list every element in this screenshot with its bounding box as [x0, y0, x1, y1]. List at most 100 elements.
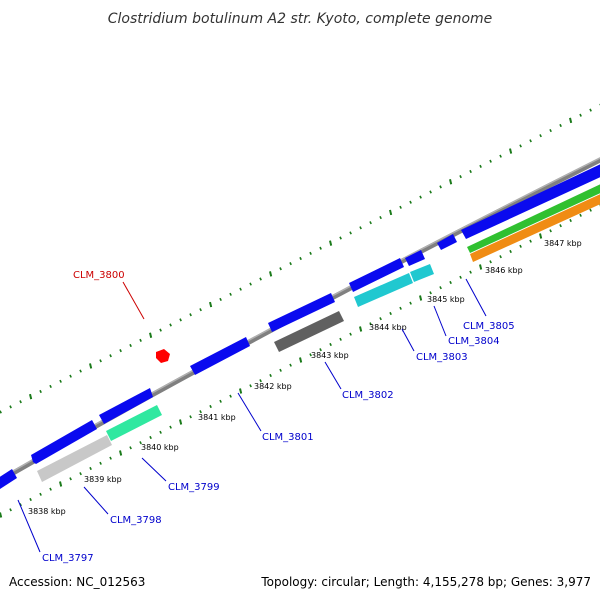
- scale-tick: [549, 229, 552, 233]
- forward-strand-genes: [0, 162, 600, 489]
- scale-tick: [0, 512, 3, 518]
- gene-label-clm-3800[interactable]: CLM_3800: [73, 270, 125, 281]
- scale-tick: [349, 332, 352, 336]
- scale-tick: [579, 213, 582, 217]
- gene-feature[interactable]: [37, 435, 112, 482]
- outer-scale-tick: [9, 405, 12, 409]
- scale-tick: [399, 306, 402, 310]
- outer-scale-tick: [59, 379, 62, 383]
- scale-tick: [439, 286, 442, 290]
- outer-scale-tick: [0, 410, 2, 414]
- outer-scale-tick: [549, 128, 552, 133]
- scale-tick: [279, 368, 282, 372]
- outer-scale-tick: [239, 287, 242, 291]
- outer-scale-tick: [159, 328, 162, 332]
- scale-tick: [489, 260, 492, 264]
- scale-tick: [29, 497, 32, 502]
- gene-feature[interactable]: [274, 311, 344, 352]
- scale-tick: [359, 326, 363, 332]
- gene-feature[interactable]: [349, 258, 404, 292]
- gene-feature[interactable]: [410, 264, 434, 282]
- label-leader-line: [122, 281, 145, 320]
- outer-scale-tick: [579, 113, 582, 117]
- scale-tick: [499, 255, 502, 259]
- gene-feature[interactable]: [190, 337, 250, 375]
- scale-label: 3843 kbp: [311, 351, 349, 360]
- scale-tick: [459, 275, 462, 279]
- outer-scale-tick: [99, 359, 102, 363]
- gene-feature[interactable]: [268, 293, 335, 332]
- scale-tick: [299, 357, 303, 363]
- scale-label: 3842 kbp: [254, 382, 292, 391]
- scale-tick: [519, 244, 522, 248]
- accession-text: Accession: NC_012563: [9, 575, 145, 589]
- outer-scale-tick: [119, 349, 122, 353]
- gene-feature[interactable]: [405, 250, 425, 266]
- scale-tick: [199, 410, 202, 414]
- scale-tick: [99, 461, 102, 465]
- gene-feature[interactable]: [106, 405, 162, 441]
- scale-tick: [139, 441, 142, 445]
- outer-scale-tick: [489, 159, 492, 163]
- outer-scale-tick: [569, 117, 573, 124]
- gene-feature[interactable]: [467, 182, 600, 253]
- outer-scale-tick: [259, 277, 262, 281]
- outer-scale-tick: [129, 343, 132, 348]
- scale-tick: [239, 388, 243, 394]
- label-leader-line: [17, 499, 41, 553]
- label-leader-line: [237, 392, 262, 432]
- scale-tick: [339, 337, 342, 341]
- scale-label: 3839 kbp: [84, 475, 122, 484]
- outer-scale-tick: [29, 393, 33, 400]
- outer-scale-tick: [39, 389, 42, 394]
- gene-label-clm-3804[interactable]: CLM_3804: [448, 336, 500, 347]
- gene-feature[interactable]: [470, 192, 600, 262]
- outer-scale-tick: [349, 231, 352, 235]
- scale-tick: [69, 477, 72, 481]
- gene-feature[interactable]: [461, 162, 600, 239]
- scale-label: 3846 kbp: [485, 266, 523, 275]
- scale-tick: [49, 487, 52, 491]
- gene-label-clm-3801[interactable]: CLM_3801: [262, 432, 314, 443]
- gene-feature[interactable]: [0, 469, 17, 489]
- outer-scale-tick: [249, 282, 252, 286]
- scale-tick: [209, 404, 212, 409]
- outer-scale-tick: [219, 297, 222, 302]
- outer-scale-tick: [589, 108, 592, 112]
- outer-scale-tick: [79, 369, 82, 373]
- scale-tick: [379, 317, 382, 321]
- gene-label-clm-3798[interactable]: CLM_3798: [110, 515, 162, 526]
- scale-tick: [469, 270, 472, 274]
- scale-tick: [569, 218, 572, 223]
- scale-tick: [559, 224, 562, 228]
- gene-label-clm-3799[interactable]: CLM_3799: [168, 482, 220, 493]
- outer-scale-tick: [539, 134, 542, 138]
- outer-scale-tick: [139, 338, 142, 342]
- outer-scale-tick: [329, 240, 333, 246]
- outer-scale-tick: [269, 271, 273, 277]
- gene-label-clm-3797[interactable]: CLM_3797: [42, 553, 94, 564]
- outer-scale-tick: [409, 200, 412, 204]
- gene-feature[interactable]: [354, 273, 413, 307]
- outer-scale-tick: [289, 262, 292, 266]
- scale-label: 3840 kbp: [141, 443, 179, 452]
- outer-scale-tick: [449, 179, 453, 185]
- scale-label: 3841 kbp: [198, 413, 236, 422]
- scale-labels: 3838 kbp 3839 kbp 3840 kbp 3841 kbp 3842 kbp…: [28, 239, 582, 516]
- outer-scale-tick: [49, 384, 52, 389]
- scale-tick: [109, 456, 112, 460]
- scale-tick: [219, 399, 222, 403]
- gene-feature[interactable]: [99, 388, 153, 424]
- gene-feature[interactable]: [437, 234, 457, 250]
- outer-scale-tick: [309, 251, 312, 255]
- scale-tick: [529, 239, 532, 243]
- gene-feature[interactable]: [31, 420, 97, 464]
- gene-label-clm-3805[interactable]: CLM_3805: [463, 321, 515, 332]
- genome-summary-text: Topology: circular; Length: 4,155,278 bp…: [260, 575, 591, 589]
- gene-label-clm-3803[interactable]: CLM_3803: [416, 352, 468, 363]
- scale-tick: [269, 373, 272, 378]
- scale-tick: [169, 425, 172, 429]
- gene-label-clm-3802[interactable]: CLM_3802: [342, 390, 394, 401]
- gene-marker-clm-3800[interactable]: [156, 349, 170, 363]
